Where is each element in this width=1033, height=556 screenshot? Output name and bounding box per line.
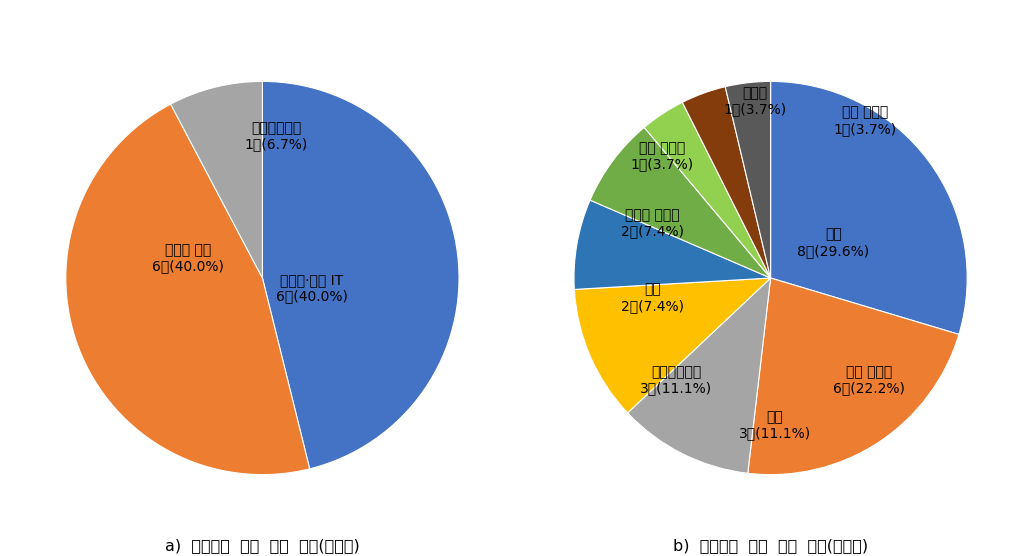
Wedge shape <box>683 87 771 278</box>
Text: 송배전·전력 IT
6건(40.0%): 송배전·전력 IT 6건(40.0%) <box>276 273 347 303</box>
Text: a)  감축분야  사업  추진  현황(중분류): a) 감축분야 사업 추진 현황(중분류) <box>165 539 359 553</box>
Text: 에너지 수요
6건(40.0%): 에너지 수요 6건(40.0%) <box>152 243 224 274</box>
Wedge shape <box>645 102 771 278</box>
Wedge shape <box>590 127 771 278</box>
Text: 수송 효율화
1건(3.7%): 수송 효율화 1건(3.7%) <box>834 106 897 136</box>
Text: 송배전 시스템
2건(7.4%): 송배전 시스템 2건(7.4%) <box>621 208 684 238</box>
Wedge shape <box>262 81 459 469</box>
Text: 풍력
3건(11.1%): 풍력 3건(11.1%) <box>739 410 811 440</box>
Text: 비재생에너지
1건(6.7%): 비재생에너지 1건(6.7%) <box>245 121 308 152</box>
Text: 수력
2건(7.4%): 수력 2건(7.4%) <box>621 282 684 313</box>
Wedge shape <box>628 278 771 473</box>
Text: 태양광
1건(3.7%): 태양광 1건(3.7%) <box>723 86 786 116</box>
Wedge shape <box>66 104 310 475</box>
Text: 산업 효율화
1건(3.7%): 산업 효율화 1건(3.7%) <box>631 141 694 171</box>
Wedge shape <box>725 81 771 278</box>
Wedge shape <box>170 81 262 278</box>
Text: 바이오에너지
3건(11.1%): 바이오에너지 3건(11.1%) <box>640 365 713 395</box>
Wedge shape <box>771 81 967 334</box>
Text: 지열
8건(29.6%): 지열 8건(29.6%) <box>797 227 870 258</box>
Wedge shape <box>574 278 771 413</box>
Text: b)  감축분야  사업  추진  현황(소분류): b) 감축분야 사업 추진 현황(소분류) <box>674 539 868 553</box>
Wedge shape <box>574 200 771 290</box>
Wedge shape <box>748 278 959 475</box>
Text: 건축 효율화
6건(22.2%): 건축 효율화 6건(22.2%) <box>833 365 905 395</box>
